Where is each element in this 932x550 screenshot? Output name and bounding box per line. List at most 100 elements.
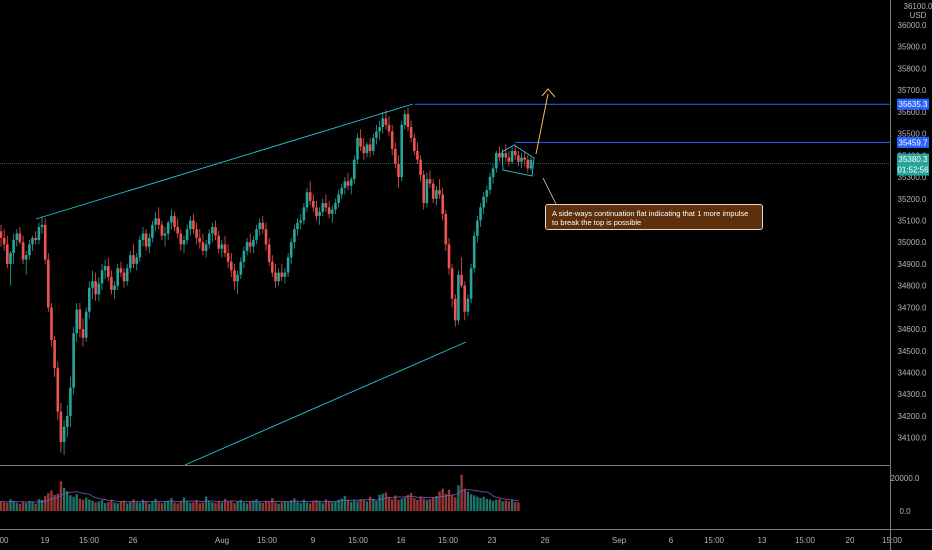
price-tick-label: 36000.0 [898, 21, 927, 30]
callout-pointer [542, 177, 557, 205]
volume-bar [309, 503, 312, 511]
volume-bar [59, 481, 63, 511]
volume-bar [62, 487, 66, 511]
volume-bar [324, 499, 328, 511]
volume-bar [419, 496, 422, 511]
candle-body [0, 231, 3, 238]
candle-body [217, 235, 220, 249]
price-tick-label: 34300.0 [898, 390, 927, 399]
volume-bar [75, 494, 78, 511]
candle-body [293, 229, 296, 243]
candle-body [425, 179, 429, 204]
volume-bar [195, 500, 198, 511]
volume-bar [242, 502, 246, 511]
time-tick-label: 15:00 [257, 536, 278, 545]
candle-body [356, 137, 359, 160]
price-tick-label: 35700.0 [898, 86, 927, 95]
analysis-callout[interactable]: A side-ways continuation flat indicating… [545, 204, 763, 230]
volume-bar [34, 503, 37, 511]
volume-bar [460, 474, 463, 511]
candle-body [346, 181, 350, 186]
candle-body [239, 261, 243, 275]
volume-bar [53, 494, 56, 511]
volume-bar [113, 502, 116, 511]
candle-body [390, 131, 394, 149]
candle-body [261, 222, 265, 230]
candle-body [75, 309, 78, 334]
volume-bar [255, 499, 258, 511]
candle-body [62, 426, 66, 442]
candle-body [419, 159, 422, 175]
candle-body [37, 227, 41, 240]
volume-bar [179, 501, 182, 511]
time-tick-label: 6 [669, 536, 674, 545]
candle-body [267, 244, 271, 262]
time-tick-label: 19 [41, 536, 50, 545]
volume-bar [3, 502, 6, 511]
volume-bar [135, 502, 138, 511]
lower-channel-line[interactable] [184, 341, 467, 466]
candle-body [460, 274, 463, 286]
candle-body [163, 233, 167, 236]
candle-body [157, 218, 160, 225]
volume-bar [504, 500, 507, 511]
candle-body [50, 307, 53, 340]
volume-bar [208, 501, 211, 511]
volume-bar [66, 491, 69, 511]
flag-box[interactable] [501, 144, 535, 177]
volume-bar [290, 500, 293, 511]
price-tick-label: 35100.0 [898, 217, 927, 226]
volume-bar [110, 499, 113, 511]
volume-bar [69, 495, 72, 511]
candle-body [435, 190, 438, 199]
candle-body [416, 151, 419, 160]
candle-body [252, 240, 255, 247]
candle-body [472, 235, 476, 269]
volume-bar [176, 503, 179, 511]
volume-bar [466, 491, 470, 511]
candle-body [438, 190, 441, 195]
projection-arrow[interactable] [535, 93, 549, 155]
time-tick-label: 15:00 [704, 536, 725, 545]
candle-body [422, 174, 425, 204]
time-tick-label: 15:00 [79, 536, 100, 545]
candle-body [510, 151, 514, 162]
volume-ma-line [0, 489, 519, 503]
candle-body [113, 285, 116, 290]
candle-body [100, 270, 104, 284]
candle-body [529, 159, 533, 169]
candle-body [409, 127, 413, 138]
volume-bar [372, 498, 375, 511]
candle-body [24, 255, 28, 260]
candle-body [454, 298, 457, 321]
candle-body [330, 209, 334, 214]
volume-bar [507, 501, 511, 511]
volume-bar [321, 503, 324, 511]
volume-bar [189, 502, 192, 511]
volume-bar [346, 499, 350, 511]
volume-bar [230, 500, 233, 511]
volume-bar [103, 503, 107, 511]
volume-bar [409, 493, 413, 511]
price-tick-label: 34600.0 [898, 325, 927, 334]
candle-body [69, 387, 72, 416]
volume-bar [220, 502, 223, 511]
candle-body [72, 333, 75, 388]
candle-body [469, 268, 473, 299]
candle-body [129, 255, 132, 269]
candle-body [103, 266, 107, 271]
candle-body [223, 244, 227, 254]
price-tick-label: 35300.0 [898, 173, 927, 182]
volume-bar [495, 499, 498, 511]
candle-body [296, 222, 299, 230]
volume-bar [21, 501, 25, 511]
candle-body [491, 168, 495, 178]
upper-channel-line[interactable] [35, 103, 414, 220]
volume-bar [37, 499, 41, 511]
candle-body [523, 157, 526, 160]
volume-bar [78, 498, 82, 511]
volume-bar [129, 501, 132, 511]
candle-body [88, 287, 91, 312]
time-tick-label: 15:00 [438, 536, 459, 545]
